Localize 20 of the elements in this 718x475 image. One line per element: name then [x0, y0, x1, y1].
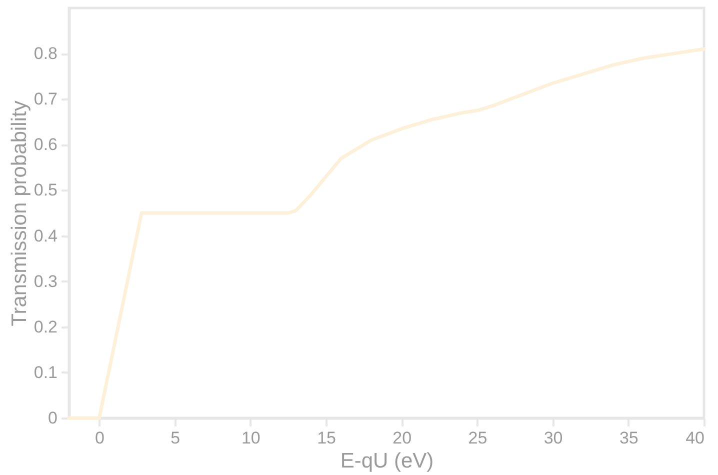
x-tick-label: 5: [170, 428, 180, 448]
y-tick-label: 0: [48, 408, 58, 428]
x-tick-label: 20: [392, 428, 412, 448]
y-axis-title: Transmission probability: [8, 100, 31, 326]
y-tick-label: 0.7: [34, 90, 58, 109]
y-tick-label: 0.2: [34, 317, 58, 336]
x-tick-label: 10: [241, 428, 260, 448]
y-tick-label: 0.6: [34, 135, 58, 154]
x-tick-label: 25: [468, 428, 488, 448]
y-tick-label: 0.8: [34, 44, 58, 64]
y-tick-label: 0.4: [34, 226, 58, 246]
y-tick-label: 0.1: [34, 362, 58, 382]
x-tick-label: 30: [544, 428, 563, 448]
x-tick-label: 40: [686, 428, 704, 448]
x-tick-label: 35: [619, 428, 638, 448]
x-tick-label: 15: [317, 428, 336, 448]
x-tick-label: 0: [95, 428, 104, 448]
y-tick-label: 0.5: [34, 180, 58, 200]
x-axis-title: E-qU (eV): [340, 450, 434, 472]
y-tick-label: 0.3: [34, 272, 58, 291]
